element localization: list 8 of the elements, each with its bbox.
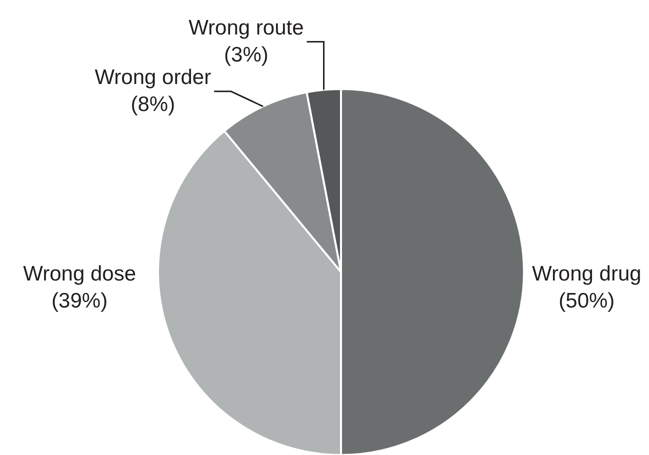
data-label: (3%) bbox=[224, 43, 268, 66]
slice-label: Wrong dose bbox=[23, 262, 136, 286]
slice-label: Wrong drug bbox=[532, 262, 642, 286]
slice-label: Wrong order bbox=[94, 66, 212, 89]
data-label: (50%) bbox=[558, 290, 615, 312]
data-label: (8%) bbox=[130, 92, 176, 116]
slice-label: Wrong route bbox=[188, 16, 304, 40]
data-label: (39%) bbox=[52, 290, 108, 312]
